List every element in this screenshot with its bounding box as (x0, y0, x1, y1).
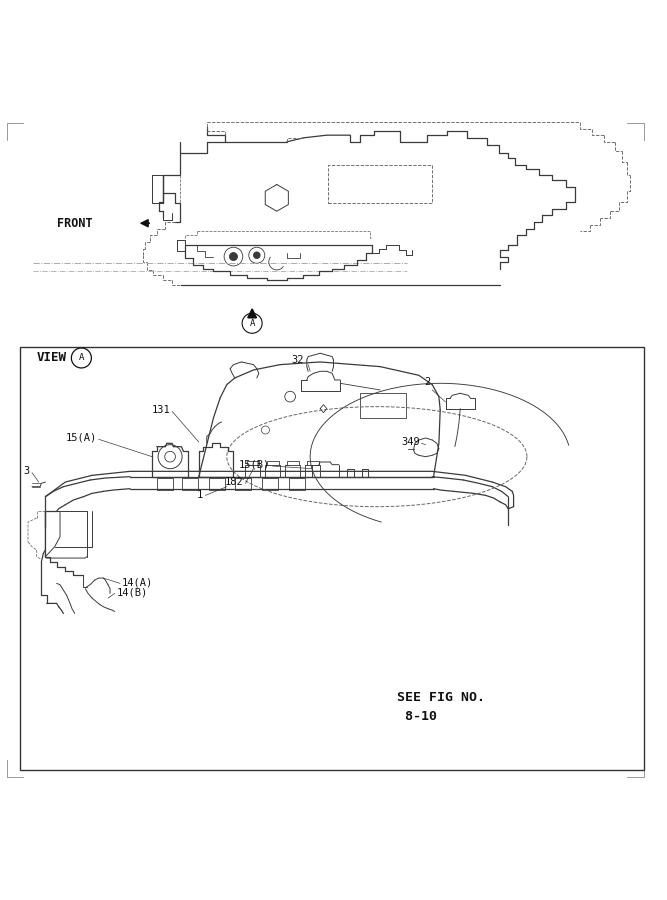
Text: 3: 3 (23, 466, 29, 476)
Bar (182, 478, 198, 490)
Circle shape (229, 253, 237, 261)
Text: 15(B): 15(B) (239, 460, 270, 470)
Text: SEE FIG NO.
 8-10: SEE FIG NO. 8-10 (397, 691, 485, 723)
Text: 15(A): 15(A) (65, 433, 97, 443)
Circle shape (253, 252, 260, 258)
Bar (328, 165, 432, 203)
Text: 14(A): 14(A) (121, 577, 153, 587)
Bar (262, 478, 278, 490)
Text: 14(B): 14(B) (117, 588, 148, 598)
Text: A: A (249, 319, 255, 328)
Bar (157, 478, 173, 490)
Text: 32: 32 (291, 355, 303, 365)
Bar (235, 478, 251, 490)
Text: 131: 131 (151, 405, 170, 415)
Bar (20, 346, 644, 770)
Text: VIEW: VIEW (37, 352, 67, 365)
Bar (289, 478, 305, 490)
Text: A: A (79, 354, 84, 363)
Text: 1: 1 (197, 491, 203, 500)
Text: 349: 349 (402, 437, 420, 447)
Bar (209, 478, 225, 490)
Text: 2: 2 (424, 376, 430, 387)
Text: 182: 182 (225, 477, 243, 487)
Bar (360, 392, 406, 418)
Text: FRONT: FRONT (57, 217, 92, 230)
